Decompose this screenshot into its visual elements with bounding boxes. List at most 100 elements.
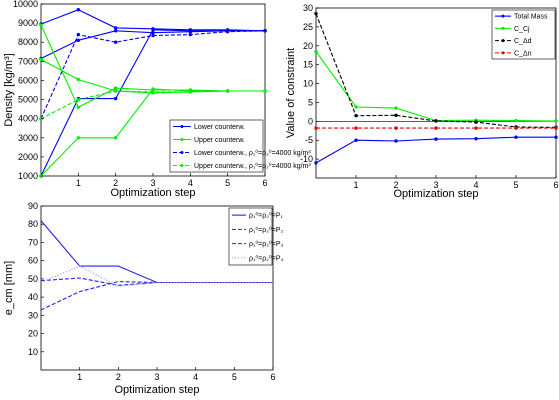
legend-label: C_Cj: [514, 26, 530, 33]
y-tick-label: 60: [28, 256, 38, 266]
y-tick-label: 50: [28, 274, 38, 284]
series-point: [554, 119, 558, 123]
y-tick-label: 40: [28, 292, 38, 302]
series-point: [188, 32, 193, 37]
constraint-ticks: 1 2 3 4 5 6 -10 -5 0 5 10 15 20 25 30: [300, 3, 559, 190]
x-tick-label: 4: [473, 180, 478, 190]
y-tick-label: -10: [300, 154, 313, 164]
constraint-series: [314, 11, 558, 165]
series-line: [40, 265, 273, 287]
series-point: [554, 126, 558, 130]
series-point: [76, 8, 81, 12]
series-point: [434, 119, 438, 123]
y-tick-label: 3000: [18, 133, 38, 143]
series-point: [76, 105, 81, 109]
series-point: [113, 29, 118, 33]
y-tick-label: 30: [303, 3, 313, 13]
x-tick-label: 1: [353, 180, 358, 190]
x-tick-label: 3: [154, 372, 159, 382]
density-ylabel: Density [kg/m³]: [3, 53, 15, 126]
x-tick-label: 1: [76, 178, 81, 188]
series-point: [394, 113, 398, 117]
ecm-ylabel: e_cm [mm]: [3, 261, 15, 315]
series-point: [514, 126, 518, 130]
series-point: [354, 113, 358, 118]
series-point: [314, 161, 318, 165]
y-tick-label: 10000: [13, 0, 38, 9]
legend-marker: [501, 14, 505, 18]
series-point: [113, 26, 118, 30]
legend-label: ρ₁⁰=ρ₂⁰=P₄: [249, 254, 284, 262]
y-tick-label: 20: [303, 41, 313, 51]
series-point: [263, 29, 267, 33]
series-point: [314, 49, 318, 54]
constraint-xlabel: Optimization step: [394, 188, 479, 200]
series-point: [514, 135, 518, 139]
y-tick-label: 15: [303, 60, 313, 70]
y-tick-label: 25: [303, 22, 313, 32]
y-tick-label: 90: [28, 201, 38, 211]
series-point: [151, 33, 155, 38]
density-series: [39, 8, 267, 178]
series-point: [76, 136, 81, 140]
legend-marker: [501, 51, 505, 55]
legend-label: ρ₁⁰=ρ₂⁰=P₃: [249, 240, 284, 248]
series-point: [394, 106, 398, 110]
legend-label: C_Δd: [514, 38, 532, 45]
y-tick-label: 4000: [18, 114, 38, 124]
y-tick-label: 6000: [18, 75, 38, 85]
legend-marker: [180, 138, 184, 141]
series-point: [514, 118, 518, 123]
series-point: [474, 137, 478, 141]
series-point: [474, 126, 478, 130]
series-point: [434, 137, 438, 141]
series-point: [76, 38, 81, 43]
density-chart: 1 2 3 4 5 6 1000 2000 3000 4000 5000 6000 7000 8000 90…: [3, 0, 311, 199]
x-tick-label: 6: [553, 180, 558, 190]
x-tick-label: 6: [270, 372, 275, 382]
density-legend: Lower counterw. Upper counterw. Lower coun…: [169, 119, 311, 173]
series-point: [263, 89, 267, 93]
series-point: [394, 126, 398, 130]
series-point: [554, 135, 558, 139]
series-point: [225, 30, 230, 34]
x-tick-label: 5: [225, 178, 230, 188]
series-point: [151, 90, 155, 94]
legend-box: [169, 119, 264, 173]
ecm-series: [40, 220, 273, 311]
y-tick-label: 0: [308, 116, 313, 126]
y-tick-label: 5000: [18, 95, 38, 105]
ecm-xlabel: Optimization step: [115, 384, 200, 396]
legend-marker: [180, 125, 184, 128]
series-point: [314, 11, 318, 16]
x-tick-label: 2: [116, 372, 121, 382]
legend-marker: [180, 151, 184, 154]
series-point: [151, 30, 155, 35]
y-tick-label: 20: [28, 329, 38, 339]
x-tick-label: 5: [513, 180, 518, 190]
series-point: [188, 30, 193, 34]
x-tick-label: 1: [77, 372, 82, 382]
series-point: [188, 90, 193, 94]
y-tick-label: 7000: [18, 56, 38, 66]
x-tick-label: 6: [262, 178, 267, 188]
legend-label: Total Mass: [514, 14, 548, 21]
legend-marker: [180, 164, 184, 167]
series-point: [113, 86, 118, 90]
legend-label: ρ₁⁰=ρ₂⁰=P₁: [249, 212, 284, 220]
y-tick-label: 9000: [18, 18, 38, 28]
y-tick-label: 80: [28, 219, 38, 229]
y-tick-label: 8000: [18, 37, 38, 47]
series-point: [76, 77, 81, 82]
y-tick-label: 2000: [18, 152, 38, 162]
constraint-ylabel: Value of constraint: [285, 48, 297, 138]
series-point: [314, 126, 318, 130]
x-tick-label: 4: [193, 372, 198, 382]
series-point: [434, 126, 438, 130]
legend-box: [491, 9, 556, 60]
series-point: [39, 23, 43, 27]
density-ticks: 1 2 3 4 5 6 1000 2000 3000 4000 5000 6000 7000 8000 90…: [13, 0, 268, 188]
x-tick-label: 2: [393, 180, 398, 190]
series-point: [151, 27, 155, 31]
series-point: [354, 105, 358, 109]
